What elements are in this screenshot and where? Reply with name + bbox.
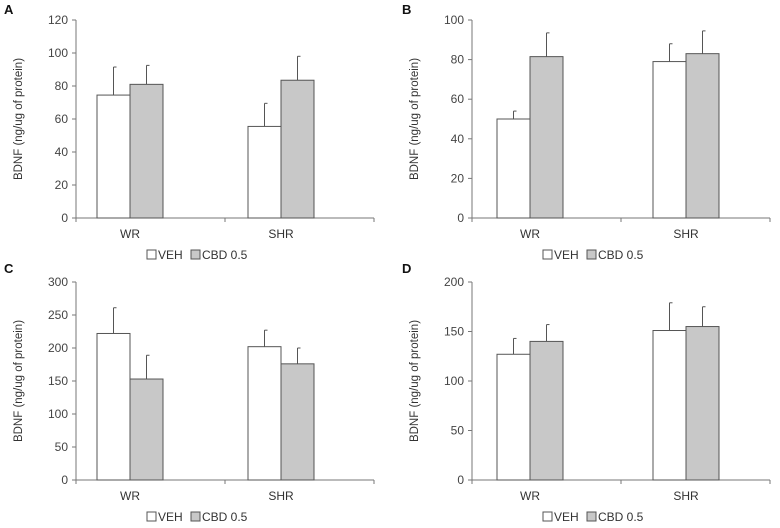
y-axis-label: BDNF (ng/ug of protein) — [409, 320, 421, 442]
legend: VEH CBD 0.5 — [146, 510, 248, 524]
y-tick-label: 100 — [444, 374, 464, 388]
legend-label: VEH — [554, 510, 579, 524]
y-tick-label: 300 — [48, 275, 68, 289]
x-tick-label: SHR — [268, 227, 294, 241]
bar-wr-veh — [496, 118, 531, 219]
bar-shr-cbd — [280, 363, 315, 481]
chart-panel-c: C 0 50 100 150 200 250 300 BDNF (ng/ug of protei… — [4, 261, 375, 524]
x-tick-label: SHR — [673, 227, 699, 241]
x-tick-label: WR — [120, 227, 140, 241]
chart-panel-d: D 0 50 100 150 200 BDNF (ng/ug of protein) WR SH… — [402, 261, 771, 524]
y-tick-label: 50 — [451, 424, 465, 438]
legend-swatch-veh — [146, 249, 157, 260]
y-tick-label: 150 — [444, 325, 464, 339]
bar-wr-veh — [96, 94, 131, 219]
y-axis-label: BDNF (ng/ug of protein) — [409, 58, 421, 180]
bar-wr-cbd — [129, 378, 164, 481]
legend-swatch-veh — [146, 511, 157, 522]
y-tick-label: 200 — [48, 341, 68, 355]
bar-shr-veh — [247, 346, 282, 481]
panel-letter: C — [4, 261, 14, 276]
bar-shr-cbd — [685, 53, 720, 219]
y-tick-label: 150 — [48, 374, 68, 388]
y-tick-label: 100 — [48, 46, 68, 60]
bar-shr-cbd — [685, 326, 720, 481]
bar-shr-veh — [652, 330, 687, 481]
bar-shr-cbd — [280, 79, 315, 219]
x-tick-label: SHR — [268, 489, 294, 503]
legend: VEH CBD 0.5 — [146, 248, 248, 262]
bar-wr-cbd — [529, 340, 564, 481]
y-tick-label: 0 — [457, 211, 464, 225]
y-tick-label: 100 — [48, 407, 68, 421]
y-tick-label: 120 — [48, 13, 68, 27]
chart-panel-b: B 0 20 40 60 80 100 BDNF (ng/ug of protein) WR SH… — [402, 2, 771, 262]
y-tick-label: 40 — [451, 132, 465, 146]
y-tick-label: 0 — [457, 473, 464, 487]
y-tick-label: 60 — [451, 92, 465, 106]
bar-wr-veh — [96, 332, 131, 481]
legend-label: VEH — [158, 510, 183, 524]
y-axis-label: BDNF (ng/ug of protein) — [13, 320, 25, 442]
y-tick-label: 80 — [55, 79, 69, 93]
y-tick-label: 20 — [451, 171, 465, 185]
x-tick-label: WR — [520, 489, 540, 503]
bar-shr-veh — [652, 61, 687, 219]
y-tick-label: 60 — [55, 112, 69, 126]
y-tick-label: 250 — [48, 308, 68, 322]
y-tick-label: 20 — [55, 178, 69, 192]
y-tick-label: 200 — [444, 275, 464, 289]
bar-shr-veh — [247, 125, 282, 219]
chart-panel-a: A 0 20 40 60 80 100 120 BDNF (ng/ug of protein) W… — [4, 2, 375, 262]
legend-swatch-veh — [542, 511, 553, 522]
x-tick-label: WR — [120, 489, 140, 503]
panel-letter: B — [402, 2, 411, 17]
legend: VEH CBD 0.5 — [542, 248, 644, 262]
legend: VEH CBD 0.5 — [542, 510, 644, 524]
panel-letter: D — [402, 261, 411, 276]
panel-letter: A — [4, 2, 14, 17]
legend-swatch-cbd — [586, 511, 597, 522]
y-tick-label: 0 — [61, 473, 68, 487]
y-tick-label: 0 — [61, 211, 68, 225]
legend-label: VEH — [554, 248, 579, 262]
y-tick-label: 100 — [444, 13, 464, 27]
y-axis-label: BDNF (ng/ug of protein) — [13, 58, 25, 180]
x-tick-label: SHR — [673, 489, 699, 503]
legend-swatch-cbd — [190, 249, 201, 260]
y-tick-label: 50 — [55, 440, 69, 454]
bar-wr-veh — [496, 353, 531, 481]
legend-label: CBD 0.5 — [202, 510, 248, 524]
legend-label: CBD 0.5 — [598, 510, 644, 524]
x-tick-label: WR — [520, 227, 540, 241]
bar-wr-cbd — [529, 56, 564, 219]
legend-swatch-cbd — [586, 249, 597, 260]
legend-label: CBD 0.5 — [202, 248, 248, 262]
legend-swatch-veh — [542, 249, 553, 260]
legend-label: VEH — [158, 248, 183, 262]
y-tick-label: 40 — [55, 145, 69, 159]
y-tick-label: 80 — [451, 53, 465, 67]
legend-swatch-cbd — [190, 511, 201, 522]
legend-label: CBD 0.5 — [598, 248, 644, 262]
bar-wr-cbd — [129, 83, 164, 219]
